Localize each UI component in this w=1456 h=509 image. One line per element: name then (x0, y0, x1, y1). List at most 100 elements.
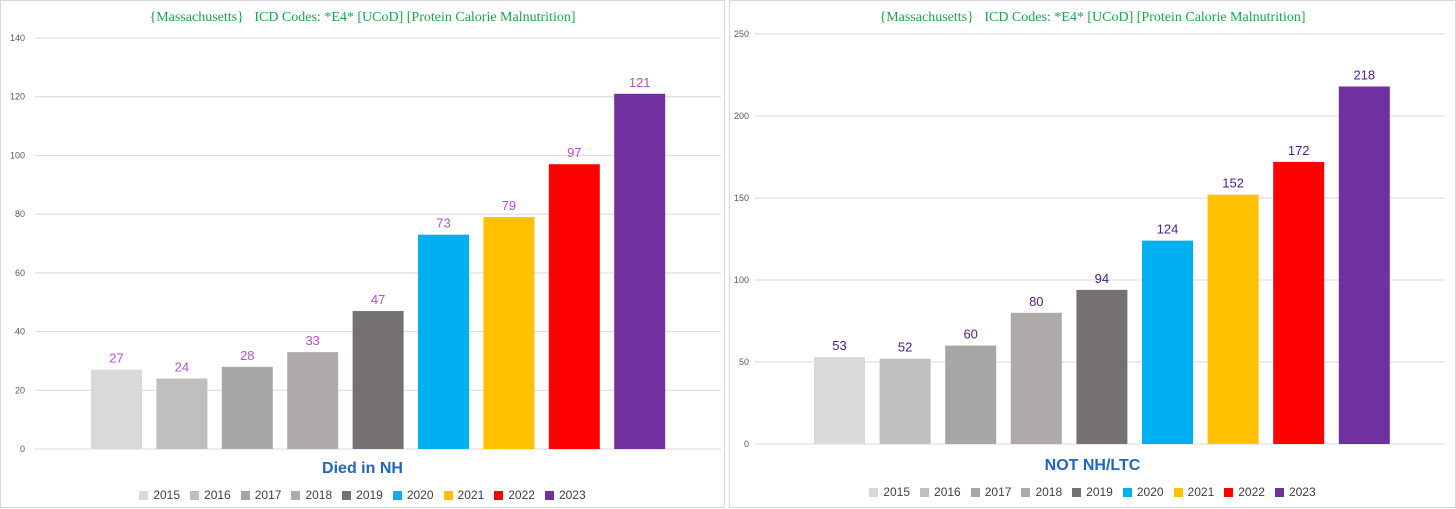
y-tick-label: 20 (15, 385, 25, 395)
legend-item-2019: 2019 (342, 488, 383, 502)
chart-subtitle: NOT NH/LTC (1044, 457, 1141, 474)
y-tick-label: 150 (734, 193, 749, 203)
y-tick-label: 0 (20, 444, 25, 454)
bar-2018 (1010, 312, 1062, 444)
y-tick-label: 250 (734, 29, 749, 39)
legend-label: 2019 (1086, 485, 1113, 499)
data-label-2016: 24 (175, 360, 189, 375)
panel-divider (725, 0, 729, 508)
bar-2019 (1076, 289, 1128, 444)
data-label-2015: 27 (109, 351, 123, 366)
legend-label: 2020 (1136, 485, 1164, 499)
legend-swatch (494, 490, 504, 500)
legend-label: 2018 (305, 488, 333, 502)
legend-swatch (1072, 487, 1082, 497)
legend-item-2018: 2018 (1021, 485, 1062, 499)
y-tick-label: 200 (734, 111, 749, 121)
legend-item-2023: 2023 (544, 488, 586, 502)
legend-item-2020: 2020 (392, 488, 434, 502)
y-tick-label: 140 (10, 33, 25, 43)
legend-label: 2021 (457, 488, 485, 502)
chart-title: {Massachusetts} ICD Codes: *E4* [UCoD] [… (149, 10, 576, 25)
legend-swatch (970, 487, 980, 497)
data-label-2016: 52 (898, 340, 912, 355)
legend-swatch (190, 490, 200, 500)
y-tick-label: 100 (734, 275, 749, 285)
chart-panel-not-nh-ltc: {Massachusetts} ICD Codes: *E4* [UCoD] [… (729, 0, 1456, 508)
legend-item-2021: 2021 (443, 488, 485, 502)
legend-item-2015: 2015 (139, 488, 180, 502)
legend-swatch (869, 487, 879, 497)
data-label-2017: 60 (963, 327, 977, 342)
legend-swatch (392, 490, 402, 500)
data-label-2023: 218 (1353, 67, 1375, 82)
data-label-2020: 73 (436, 216, 450, 231)
legend-item-2017: 2017 (240, 488, 282, 502)
legend-label: 2022 (508, 488, 535, 502)
legend-label: 2023 (558, 488, 586, 502)
bar-2020 (1142, 240, 1193, 444)
legend-label: 2015 (883, 485, 911, 499)
legend-item-2020: 2020 (1122, 485, 1164, 499)
y-tick-label: 100 (10, 150, 25, 160)
legend-item-2023: 2023 (1274, 485, 1316, 499)
data-label-2022: 172 (1288, 143, 1310, 158)
data-label-2021: 79 (502, 198, 516, 213)
bar-2022 (1273, 161, 1325, 445)
legend-item-2018: 2018 (291, 488, 332, 502)
bar-2019 (352, 311, 404, 449)
legend-item-2016: 2016 (190, 488, 231, 502)
data-label-2015: 53 (832, 338, 846, 353)
legend-label: 2016 (934, 485, 961, 499)
legend-label: 2021 (1187, 485, 1215, 499)
data-label-2020: 124 (1157, 222, 1179, 237)
chart-legend: 2015 2016 2017 2018 2019 2020 2021 2022 2023 (730, 485, 1455, 499)
legend-swatch (1173, 487, 1183, 497)
bar-2023 (1338, 86, 1390, 444)
legend-item-2021: 2021 (1173, 485, 1215, 499)
bar-2020 (418, 234, 469, 449)
legend-swatch (240, 490, 250, 500)
y-tick-label: 50 (739, 357, 749, 367)
y-tick-label: 60 (15, 268, 25, 278)
y-tick-label: 0 (744, 439, 749, 449)
bar-2021 (1207, 194, 1259, 444)
data-label-2021: 152 (1222, 176, 1244, 191)
chart-title: {Massachusetts} ICD Codes: *E4* [UCoD] [… (879, 10, 1306, 25)
legend-swatch (544, 490, 554, 500)
legend-swatch (342, 490, 352, 500)
bar-2021 (483, 217, 535, 449)
legend-label: 2020 (406, 488, 434, 502)
legend-label: 2016 (204, 488, 231, 502)
bar-2017 (945, 345, 997, 444)
bar-2016 (156, 378, 208, 449)
legend-swatch (1021, 487, 1031, 497)
legend-label: 2023 (1288, 485, 1316, 499)
legend-item-2022: 2022 (494, 488, 535, 502)
legend-label: 2017 (984, 485, 1012, 499)
bar-2023 (614, 93, 666, 450)
data-label-2023: 121 (629, 75, 651, 90)
legend-swatch (1274, 487, 1284, 497)
data-label-2019: 47 (371, 292, 385, 307)
data-label-2018: 33 (305, 333, 319, 348)
legend-label: 2018 (1035, 485, 1063, 499)
bar-2018 (287, 352, 339, 449)
legend-swatch (291, 490, 301, 500)
legend-label: 2015 (153, 488, 181, 502)
chart-subtitle: Died in NH (322, 460, 403, 477)
legend-swatch (920, 487, 930, 497)
legend-swatch (1224, 487, 1234, 497)
bar-2016 (879, 358, 931, 444)
chart-legend: 2015 2016 2017 2018 2019 2020 2021 2022 2023 (1, 488, 724, 502)
y-tick-label: 120 (10, 92, 25, 102)
data-label-2017: 28 (240, 348, 254, 363)
legend-label: 2017 (254, 488, 282, 502)
legend-item-2019: 2019 (1072, 485, 1113, 499)
bar-2015 (814, 357, 865, 444)
chart-panel-died-in-nh: {Massachusetts} ICD Codes: *E4* [UCoD] [… (0, 0, 725, 508)
legend-item-2015: 2015 (869, 485, 910, 499)
bar-2017 (221, 366, 273, 449)
bar-2015 (91, 369, 142, 449)
bar-2022 (548, 164, 600, 449)
